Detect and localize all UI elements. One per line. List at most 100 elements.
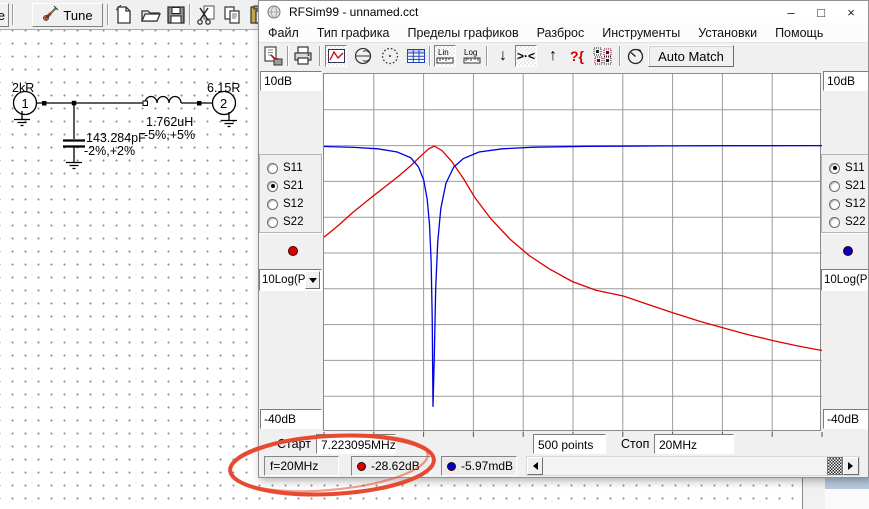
toolbar-separator bbox=[12, 4, 14, 25]
left-arrow-icon bbox=[529, 462, 538, 470]
toolbar-separator bbox=[486, 46, 488, 66]
svg-text:Lin: Lin bbox=[438, 48, 449, 57]
maximize-button[interactable]: □ bbox=[817, 4, 825, 20]
marker-frequency-box: f=20MHz bbox=[264, 456, 339, 476]
points-input[interactable]: 500 points bbox=[533, 434, 606, 454]
table-icon[interactable] bbox=[405, 45, 427, 67]
menu-graph-type[interactable]: Тип графика bbox=[316, 25, 390, 40]
radio-icon bbox=[267, 216, 278, 228]
radio-icon bbox=[829, 162, 840, 174]
scrollbar-track[interactable] bbox=[803, 477, 825, 509]
polar-chart-icon[interactable] bbox=[379, 45, 401, 67]
right-arrow-icon bbox=[848, 462, 857, 470]
query-marker-icon[interactable]: ?{ bbox=[570, 48, 584, 64]
scale-down-icon[interactable]: ↓ bbox=[499, 47, 507, 64]
radio-icon bbox=[267, 198, 278, 210]
right-trace-color-dot bbox=[843, 246, 853, 256]
auto-match-button[interactable]: Auto Match bbox=[648, 45, 734, 67]
left-axis-top-label: 10dB bbox=[260, 71, 322, 91]
red-trace-dot bbox=[357, 461, 366, 471]
radio-icon bbox=[267, 180, 278, 192]
scroll-right-button[interactable] bbox=[843, 457, 859, 475]
tune-button[interactable]: Tune bbox=[32, 3, 103, 27]
left-radio-s11[interactable]: S11 bbox=[260, 159, 321, 177]
chevron-down-icon[interactable] bbox=[305, 271, 320, 289]
graph-toolbar: Lin Log ↓ >·< ↑ ?{ bbox=[259, 43, 868, 69]
save-file-icon[interactable] bbox=[164, 4, 188, 26]
stop-frequency-input[interactable]: 20MHz bbox=[654, 434, 734, 454]
scroll-left-button[interactable] bbox=[527, 457, 543, 475]
new-file-icon[interactable] bbox=[112, 4, 136, 26]
close-button[interactable]: × bbox=[847, 4, 855, 20]
right-radio-s11[interactable]: S11 bbox=[822, 159, 868, 177]
menu-tools[interactable]: Инструменты bbox=[602, 25, 681, 40]
menu-bar: Файл Тип графика Пределы графиков Разбро… bbox=[259, 23, 868, 43]
frequency-row: Старт 7.223095MHz 500 points Стоп 20MHz bbox=[259, 433, 868, 455]
left-trace-color-dot bbox=[288, 246, 298, 256]
menu-help[interactable]: Помощь bbox=[775, 25, 824, 40]
background-window-strip bbox=[825, 478, 869, 489]
background-window-area bbox=[825, 489, 869, 509]
export-icon[interactable] bbox=[262, 45, 284, 67]
start-frequency-input[interactable]: 7.223095MHz bbox=[316, 434, 396, 454]
log-scale-icon[interactable]: Log bbox=[461, 45, 483, 67]
partial-toolbar-button[interactable]: e bbox=[0, 3, 9, 27]
right-axis-top-label: 10dB bbox=[823, 71, 868, 91]
left-axis-bottom-label: -40dB bbox=[260, 409, 322, 429]
menu-file[interactable]: Файл bbox=[268, 25, 299, 40]
toolbar-separator bbox=[287, 46, 289, 66]
toolbar-separator bbox=[189, 4, 191, 25]
open-file-icon[interactable] bbox=[138, 4, 162, 26]
minimize-button[interactable]: – bbox=[787, 4, 795, 20]
left-format-dropdown[interactable]: 10Log(P bbox=[259, 269, 322, 291]
left-radio-s21[interactable]: S21 bbox=[260, 177, 321, 195]
optimizer-icon[interactable] bbox=[592, 45, 614, 67]
scrollbar-thumb[interactable] bbox=[827, 457, 843, 475]
radio-icon bbox=[829, 198, 840, 210]
scale-up-icon[interactable]: ↑ bbox=[549, 47, 557, 64]
svg-text:Log: Log bbox=[464, 48, 477, 57]
cut-icon[interactable] bbox=[194, 4, 218, 26]
graph-window: RFSim99 - unnamed.cct – □ × Файл Тип гра… bbox=[258, 0, 869, 478]
blue-marker-box: -5.97mdB bbox=[441, 456, 517, 476]
right-radio-s21[interactable]: S21 bbox=[822, 177, 868, 195]
app-icon bbox=[267, 5, 281, 19]
menu-spread[interactable]: Разброс bbox=[536, 25, 585, 40]
marker-scrollbar[interactable] bbox=[526, 456, 860, 476]
plot-svg bbox=[323, 74, 823, 437]
radio-icon bbox=[829, 216, 840, 228]
right-axis-bottom-label: -40dB bbox=[823, 409, 868, 429]
print-icon[interactable] bbox=[292, 45, 314, 67]
gauge-icon[interactable] bbox=[624, 45, 646, 67]
auto-scale-icon[interactable]: >·< bbox=[515, 45, 537, 67]
right-radio-s12[interactable]: S12 bbox=[822, 195, 868, 213]
start-label: Старт bbox=[277, 437, 311, 451]
window-title: RFSim99 - unnamed.cct bbox=[289, 5, 419, 19]
red-marker-box: -28.62dB bbox=[351, 456, 431, 476]
radio-icon bbox=[829, 180, 840, 192]
menu-graph-limits[interactable]: Пределы графиков bbox=[407, 25, 519, 40]
rectangular-graph-icon[interactable] bbox=[325, 45, 347, 67]
radio-icon bbox=[267, 162, 278, 174]
left-radio-s22[interactable]: S22 bbox=[260, 213, 321, 231]
menu-settings[interactable]: Установки bbox=[698, 25, 758, 40]
right-radio-s22[interactable]: S22 bbox=[822, 213, 868, 231]
right-sparam-group: S11 S21 S12 S22 bbox=[821, 154, 868, 233]
plot-area[interactable] bbox=[323, 73, 823, 437]
window-edge bbox=[802, 477, 803, 509]
toolbar-separator bbox=[107, 4, 109, 25]
left-radio-s12[interactable]: S12 bbox=[260, 195, 321, 213]
smith-chart-icon[interactable] bbox=[352, 45, 374, 67]
right-format-dropdown[interactable]: 10Log(P bbox=[821, 269, 868, 291]
title-bar[interactable]: RFSim99 - unnamed.cct – □ × bbox=[259, 1, 868, 23]
blue-trace-dot bbox=[447, 461, 456, 471]
copy-icon[interactable] bbox=[221, 4, 245, 26]
toolbar-separator bbox=[429, 46, 431, 66]
linear-scale-icon[interactable]: Lin bbox=[434, 45, 456, 67]
status-row: f=20MHz -28.62dB -5.97mdB bbox=[259, 455, 868, 477]
tune-icon bbox=[42, 5, 59, 25]
toolbar-separator bbox=[619, 46, 621, 66]
graph-body: 10dB S11 S21 S12 S22 10Log(P -40dB bbox=[259, 69, 868, 437]
stop-label: Стоп bbox=[621, 437, 650, 451]
toolbar-separator bbox=[319, 46, 321, 66]
